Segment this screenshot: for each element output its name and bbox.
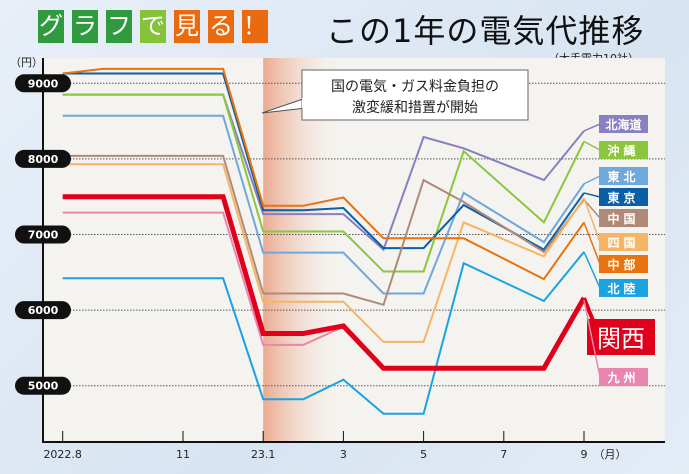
y-tick-badge <box>15 225 71 244</box>
title-badge: グ <box>38 10 64 43</box>
series-label: 四国 <box>607 236 639 250</box>
series-line-5 <box>62 154 585 307</box>
series-label-box <box>599 141 648 159</box>
series-label: 東京 <box>607 190 639 205</box>
series-label-box <box>599 279 648 297</box>
callout-line-2: 激変緩和措置が開始 <box>352 99 478 116</box>
y-tick-badge <box>15 301 71 320</box>
y-tick-badge <box>15 74 71 93</box>
series-label: 東北 <box>607 169 639 184</box>
label-leader <box>583 251 601 289</box>
y-tick-badge <box>15 149 71 168</box>
x-tick-label: 5 <box>420 448 427 461</box>
x-tick-label: 2022.8 <box>43 448 82 461</box>
title-badge: フ <box>106 10 132 43</box>
label-leader <box>583 197 601 243</box>
series-label-box <box>599 255 648 273</box>
series-label-box <box>599 233 648 251</box>
y-tick-label: 5000 <box>28 380 59 393</box>
x-tick-label: 7 <box>500 448 507 461</box>
label-leader <box>583 222 601 265</box>
x-tick-label: 3 <box>340 448 347 461</box>
series-line-3 <box>62 114 585 295</box>
series-line-4 <box>62 72 585 251</box>
x-axis-unit: （月） <box>594 448 627 461</box>
series-label-box <box>599 115 648 133</box>
series-label: 九州 <box>606 370 639 385</box>
label-leader <box>583 140 601 151</box>
series-line-9 <box>62 194 587 371</box>
title-badge: ！ <box>242 10 268 43</box>
label-leader <box>583 175 601 185</box>
series-label: 関西 <box>597 325 645 353</box>
plot-background <box>43 58 665 442</box>
callout: 国の電気・ガス料金負担の 激変緩和措置が開始 <box>261 69 529 121</box>
series-label-box <box>599 368 648 386</box>
series-label-box <box>587 319 655 355</box>
label-leader <box>583 123 601 132</box>
series-label-box <box>599 209 648 227</box>
x-tick-label: 23.1 <box>251 448 276 461</box>
y-axis-unit: （円） <box>10 56 43 69</box>
chart-title: この1年の電気代推移 <box>326 12 645 50</box>
title-badge: ラ <box>72 10 98 43</box>
y-tick-label: 9000 <box>28 77 59 90</box>
x-tick-label: 11 <box>176 448 190 461</box>
series-label-box <box>599 188 648 206</box>
series-line-2 <box>62 93 585 273</box>
series-line-6 <box>62 163 585 343</box>
series-line-8 <box>62 251 585 415</box>
y-tick-badge <box>15 376 71 395</box>
callout-line-1: 国の電気・ガス料金負担の <box>331 79 499 95</box>
series-label: 北陸 <box>607 281 639 296</box>
x-tick-label: 9 <box>581 448 588 461</box>
series-line-7 <box>62 67 585 281</box>
title-badge: る <box>208 10 234 43</box>
callout-box <box>301 69 529 121</box>
y-tick-label: 7000 <box>28 229 59 242</box>
series-label: 北海道 <box>605 117 641 132</box>
label-leader <box>583 192 601 198</box>
shaded-period <box>263 58 339 442</box>
y-tick-label: 6000 <box>28 304 59 317</box>
series-label: 沖縄 <box>607 143 639 158</box>
series-label-box <box>599 167 648 185</box>
series-label: 中国 <box>607 211 639 226</box>
label-leader <box>583 199 601 219</box>
title-badge: で <box>140 10 166 43</box>
series-label: 中部 <box>607 257 639 272</box>
label-leader <box>583 300 601 378</box>
title-badge: 見 <box>174 10 200 43</box>
y-tick-label: 8000 <box>28 153 59 166</box>
